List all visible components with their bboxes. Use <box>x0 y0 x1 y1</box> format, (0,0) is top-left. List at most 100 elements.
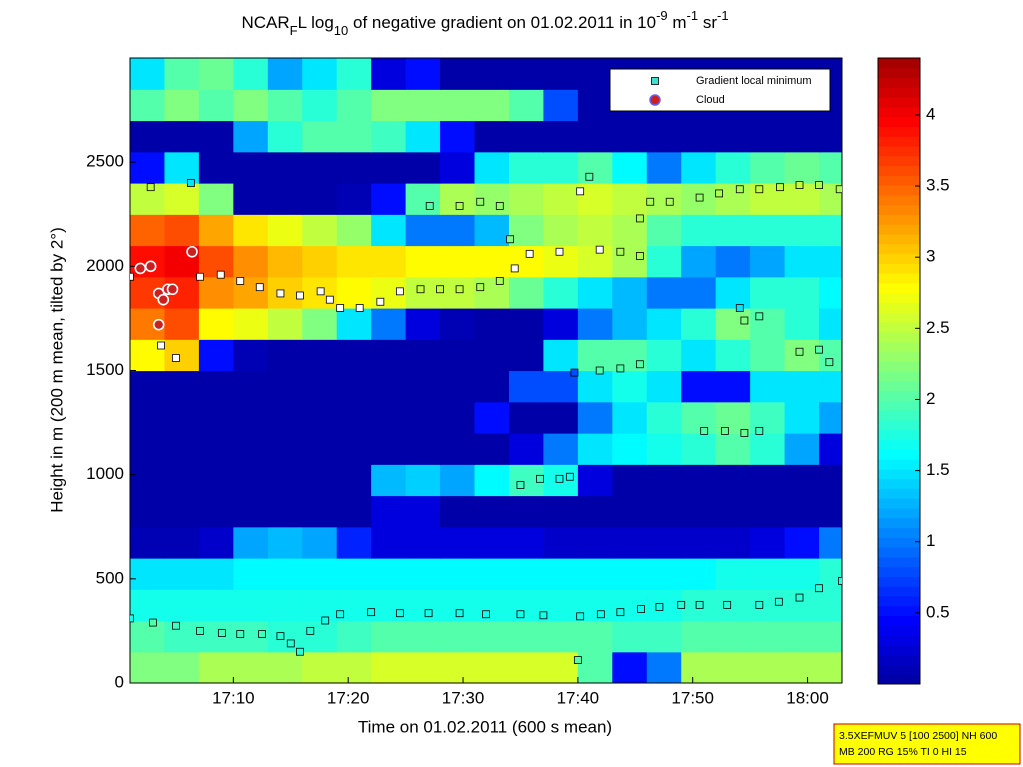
heat-cell <box>508 651 545 683</box>
heat-cell <box>371 339 407 372</box>
gradient-marker <box>367 608 376 617</box>
heat-cell <box>715 620 751 653</box>
heat-cell <box>233 464 269 497</box>
gradient-marker <box>720 427 729 435</box>
heat-cell <box>715 464 751 497</box>
colorbar-step <box>878 175 920 186</box>
colorbar-step <box>878 234 920 245</box>
gradient-marker <box>616 247 625 256</box>
x-tick-label: 17:10 <box>212 688 255 707</box>
heat-cell <box>819 151 842 184</box>
heat-cell <box>302 89 338 122</box>
colorbar-step <box>878 556 920 568</box>
heat-cell <box>336 433 372 465</box>
heat-cell <box>405 120 441 153</box>
heat-cell <box>130 214 166 247</box>
heat-cell <box>784 120 820 153</box>
gradient-marker <box>196 627 204 635</box>
heat-cell <box>474 370 510 403</box>
y-tick-label: 0 <box>115 672 124 691</box>
title-part: 10 <box>334 23 348 38</box>
heat-cell <box>474 58 510 90</box>
heat-cell <box>198 558 234 590</box>
heat-cell <box>440 526 476 559</box>
title-part: -1 <box>687 8 699 23</box>
heat-cell <box>267 370 303 403</box>
colorbar-step <box>878 155 920 167</box>
gradient-marker <box>740 316 749 325</box>
colorbar-tick-label: 4 <box>926 104 935 123</box>
heat-cell <box>405 620 441 653</box>
heat-cell <box>336 89 372 122</box>
heat-cell <box>267 589 303 622</box>
heat-cell <box>543 276 579 309</box>
heat-cell <box>646 339 682 372</box>
heat-cell <box>336 651 372 683</box>
heat-cell <box>646 401 682 434</box>
colorbar-step <box>878 126 920 137</box>
heat-cell <box>302 464 338 497</box>
heat-cell <box>302 558 338 590</box>
colorbar-step <box>878 224 920 235</box>
gradient-marker <box>637 605 645 613</box>
heat-cell <box>267 464 303 497</box>
markers <box>130 172 842 664</box>
heat-cell <box>715 401 751 434</box>
gradient-marker <box>740 429 749 437</box>
heat-cell <box>267 89 303 122</box>
heat-cell <box>681 433 717 465</box>
heat-cell <box>405 214 441 247</box>
heat-cell <box>474 433 510 465</box>
heat-cell <box>267 58 303 90</box>
heat-cell <box>164 370 200 403</box>
heat-cell <box>577 526 613 559</box>
heat-cell <box>302 58 338 90</box>
heat-cell <box>577 495 613 528</box>
heat-cell <box>819 276 842 309</box>
heat-cell <box>302 183 338 215</box>
heat-cell <box>440 245 476 278</box>
heat-cell <box>440 214 476 247</box>
gradient-marker <box>565 472 574 481</box>
heat-cell <box>371 620 407 653</box>
colorbar-step <box>878 449 920 460</box>
info-line: MB 200 RG 15% TI 0 HI 15 <box>839 746 967 758</box>
chart-title: NCARFL log10 of negative gradient on 01.… <box>241 8 728 38</box>
heat-cell <box>681 558 717 590</box>
heat-cell <box>198 401 234 434</box>
y-tick-label: 1000 <box>86 464 124 483</box>
x-tick-label: 18:00 <box>786 688 829 707</box>
heat-cell <box>715 151 751 184</box>
heat-cell <box>198 89 234 122</box>
colorbar-step <box>878 302 920 313</box>
heat-cell <box>267 401 303 434</box>
heat-cell <box>474 558 510 590</box>
heat-cell <box>612 495 648 528</box>
legend-label: Gradient local minimum <box>696 75 812 87</box>
colorbar-step <box>878 419 920 431</box>
gradient-marker <box>795 347 804 356</box>
x-axis-label: Time on 01.02.2011 (600 s mean) <box>358 717 612 736</box>
heat-cell <box>577 651 613 683</box>
heat-cell <box>440 151 476 184</box>
heat-cell <box>508 558 545 590</box>
heat-cell <box>508 433 545 465</box>
heat-cell <box>336 620 372 653</box>
heat-cell <box>681 495 717 528</box>
heat-cell <box>371 558 407 590</box>
heat-cell <box>612 151 648 184</box>
heat-cell <box>130 245 166 278</box>
gradient-marker <box>296 647 304 656</box>
heat-cell <box>646 214 682 247</box>
heat-cell <box>405 183 441 215</box>
heat-cell <box>543 589 579 622</box>
heat-cell <box>819 245 842 278</box>
heat-cell <box>750 464 786 497</box>
heat-cell <box>130 89 166 122</box>
gradient-marker <box>395 287 404 296</box>
colorbar-step <box>878 116 920 127</box>
gradient-marker <box>595 245 604 254</box>
heat-cell <box>474 651 510 683</box>
colorbar-step <box>878 351 920 362</box>
heat-cell <box>784 526 820 559</box>
